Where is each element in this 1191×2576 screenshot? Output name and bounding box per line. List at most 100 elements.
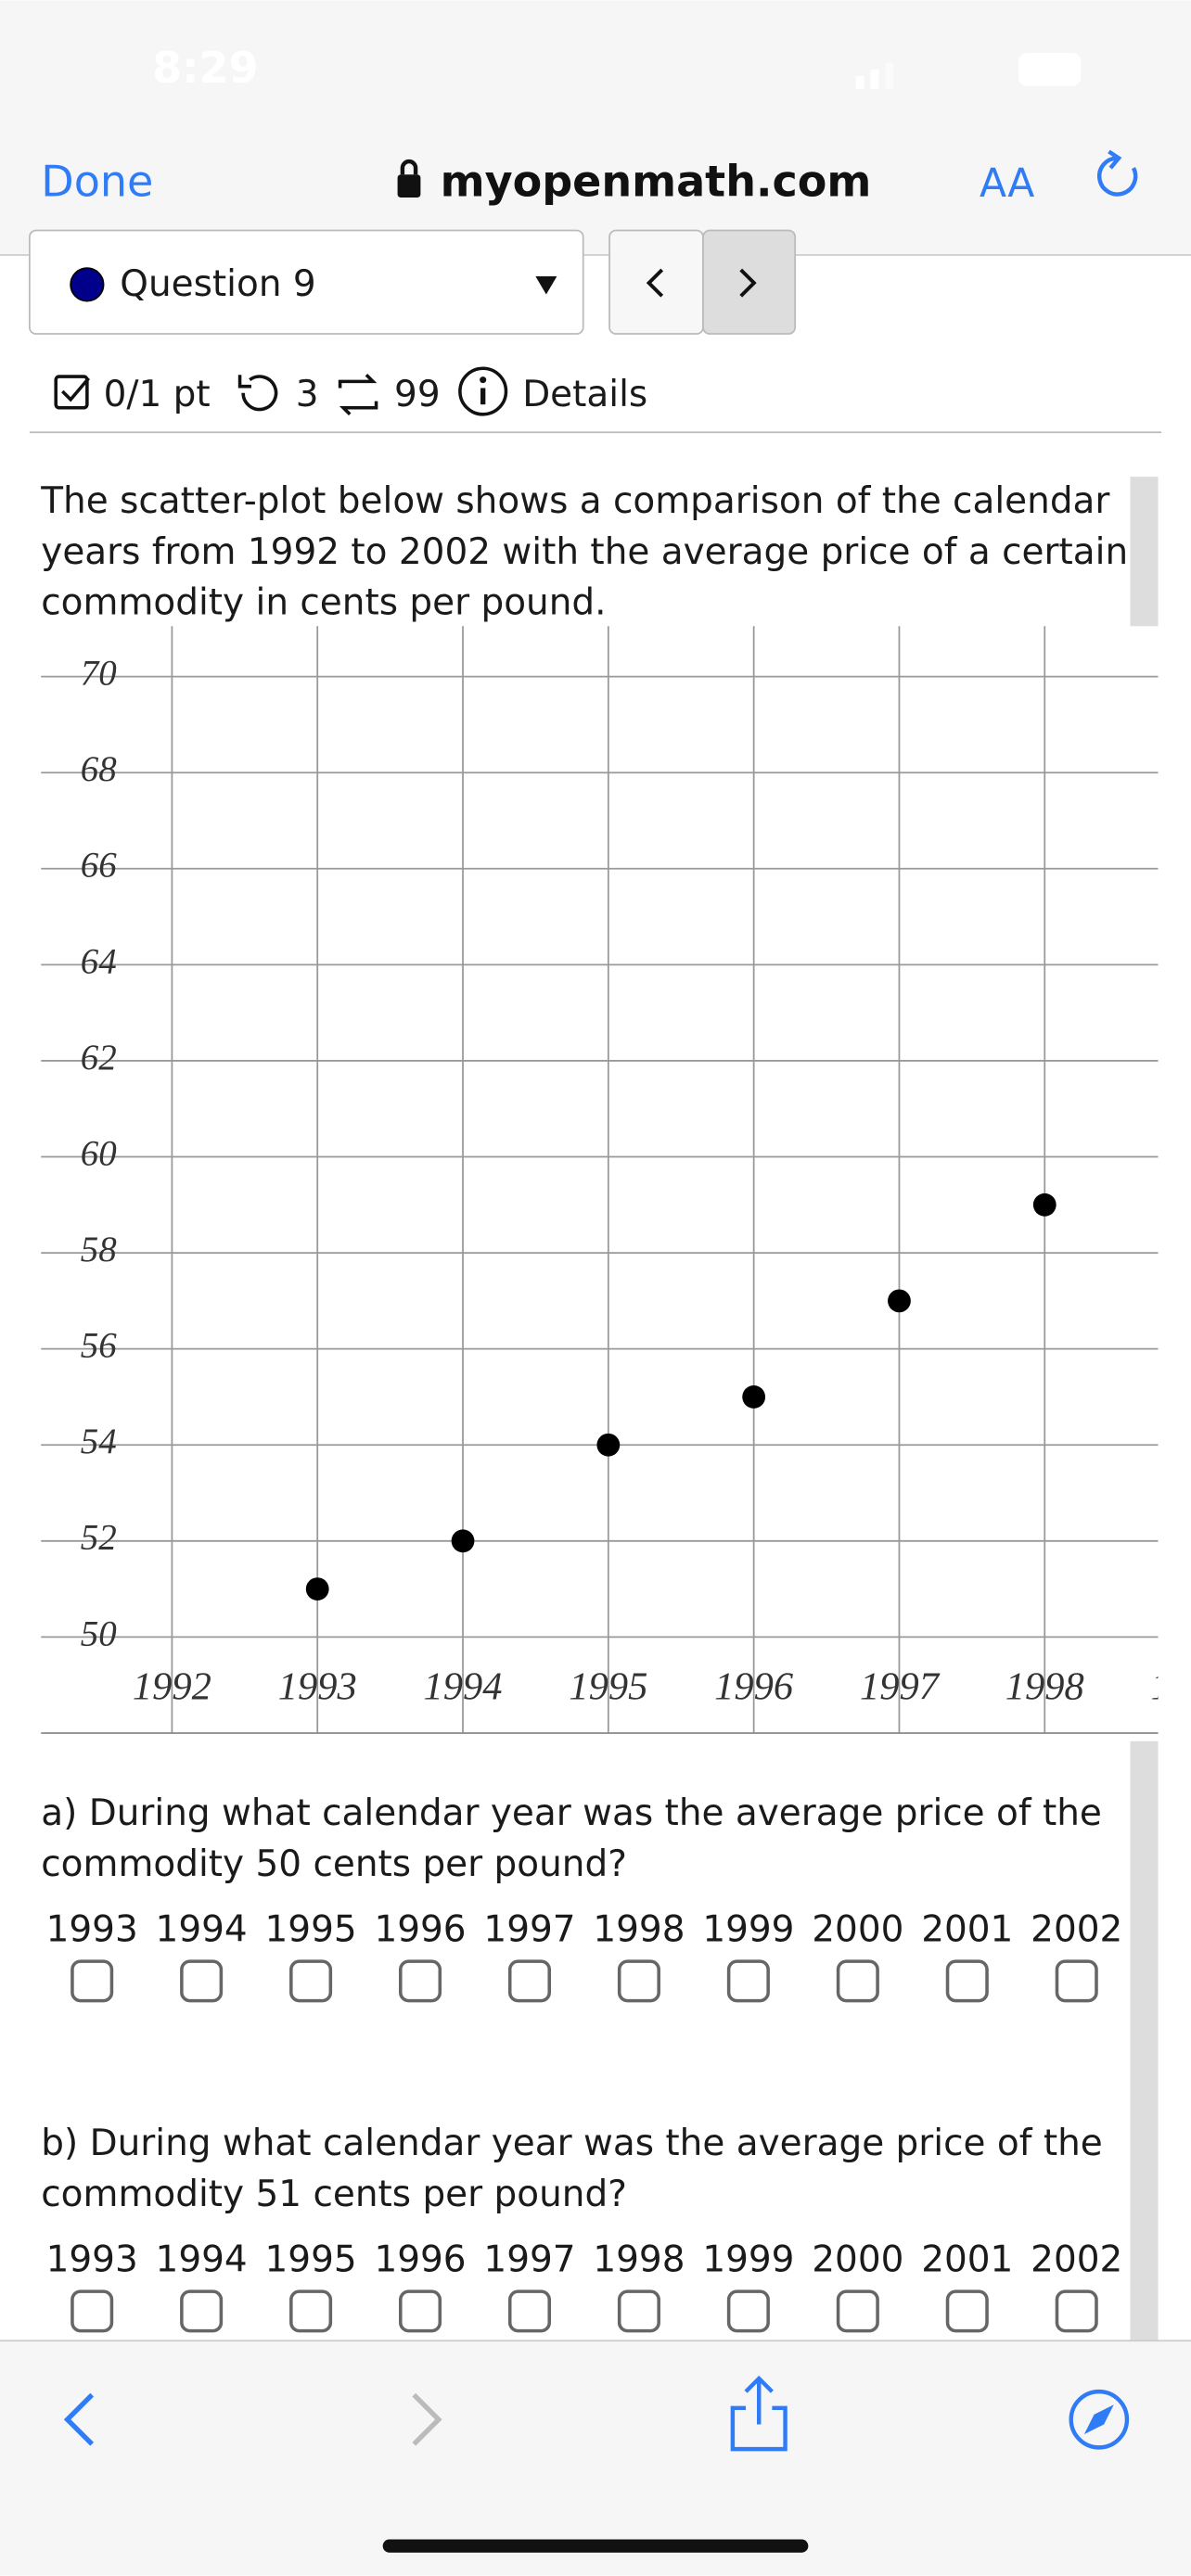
details[interactable]: Details — [522, 374, 647, 415]
back-button[interactable] — [63, 2392, 95, 2446]
option-label: 1993 — [46, 1909, 138, 1951]
option-checkbox[interactable] — [726, 1959, 770, 2003]
data-point — [742, 1385, 766, 1409]
option-label: 2002 — [1031, 1909, 1122, 1951]
part-question: commodity 51 cents per pound? — [41, 2174, 627, 2215]
option-checkbox[interactable] — [836, 2289, 879, 2333]
nav-arrows — [646, 268, 757, 298]
option-checkbox[interactable] — [399, 2289, 442, 2333]
x-tick-label: 1992 — [133, 1665, 211, 1709]
option-checkbox[interactable] — [945, 1959, 989, 2003]
option-checkbox[interactable] — [289, 2289, 333, 2333]
data-point — [596, 1433, 621, 1457]
option-label: 2000 — [812, 2239, 903, 2281]
option-checkbox[interactable] — [836, 1959, 879, 2003]
home-indicator — [382, 2539, 809, 2553]
option-checkbox[interactable] — [507, 1959, 552, 2003]
option-label: 2000 — [812, 1909, 903, 1951]
done-button[interactable]: Done — [41, 156, 153, 206]
option-checkbox[interactable] — [399, 1959, 442, 2003]
option-label: 1994 — [156, 2239, 248, 2281]
x-tick-label: 1996 — [714, 1665, 794, 1709]
x-tick-label: 1995 — [569, 1665, 647, 1709]
compass-needle — [1083, 2404, 1114, 2435]
option-checkbox[interactable] — [1055, 2289, 1098, 2333]
url[interactable]: myopenmath.com — [441, 156, 872, 206]
intro-line: years from 1992 to 2002 with the average… — [41, 531, 1128, 573]
intro-line: The scatter-plot below shows a compariso… — [40, 480, 1110, 522]
option-label: 1995 — [265, 1909, 357, 1951]
data-point — [888, 1289, 911, 1313]
toolbar — [0, 2340, 1191, 2576]
dropdown-arrow — [535, 276, 557, 295]
y-tick-label: 64 — [81, 941, 117, 981]
option-checkbox[interactable] — [180, 1959, 224, 2003]
x-tick-label: 1997 — [860, 1665, 941, 1709]
y-tick-label: 66 — [81, 846, 117, 886]
safari-button[interactable] — [1069, 2389, 1130, 2450]
retries: 3 — [296, 374, 319, 415]
x-tick-label: 1993 — [278, 1665, 357, 1709]
option-label: 1994 — [156, 1909, 248, 1951]
scrollbar — [1130, 477, 1159, 627]
y-tick-label: 60 — [81, 1133, 117, 1173]
scatter-chart: 50 52 54 56 58 60 62 64 66 68 70 1992 1993 1994 1995 19… — [41, 626, 1191, 1733]
option-checkbox[interactable] — [1055, 1959, 1098, 2003]
retry-icon — [237, 375, 278, 412]
option-checkbox[interactable] — [617, 1959, 660, 2003]
option-label: 1996 — [374, 2239, 466, 2281]
y-tick-label: 58 — [81, 1230, 117, 1269]
time: 8:29 — [152, 43, 259, 93]
option-label: 2001 — [921, 1909, 1013, 1951]
plot-area: 50 52 54 56 58 60 62 64 66 68 70 1992 1993 1994 1995 19… — [41, 626, 1191, 1733]
option-checkbox[interactable] — [180, 2289, 224, 2333]
x-tick-label: 1994 — [424, 1665, 503, 1709]
option-label: 2002 — [1031, 2239, 1122, 2281]
option-label: 1997 — [483, 2239, 575, 2281]
option-checkbox[interactable] — [70, 2289, 114, 2333]
data-point — [1032, 1192, 1057, 1217]
attempts: 99 — [394, 374, 441, 415]
y-tick-label: 68 — [81, 749, 117, 789]
part-question: commodity 50 cents per pound? — [41, 1843, 627, 1885]
scrollbar — [1130, 1741, 1159, 2341]
question-label: Question 9 — [120, 263, 315, 305]
option-checkbox[interactable] — [289, 1959, 333, 2003]
option-label: 1998 — [593, 2239, 685, 2281]
next-question[interactable] — [702, 229, 797, 335]
check — [61, 376, 90, 402]
option-checkbox[interactable] — [70, 1959, 114, 2003]
option-label: 1997 — [483, 1909, 575, 1951]
prev-question[interactable] — [608, 229, 704, 335]
share-button[interactable] — [730, 2375, 788, 2452]
x-tick-label: 1999 — [1151, 1665, 1191, 1709]
attempts-icon — [338, 374, 378, 416]
question-select[interactable] — [28, 229, 584, 335]
status-dot — [70, 267, 105, 302]
y-tick-label: 52 — [81, 1518, 117, 1558]
y-tick-label: 54 — [81, 1422, 117, 1461]
y-tick-label: 56 — [81, 1326, 117, 1366]
option-checkbox[interactable] — [617, 2289, 660, 2333]
reload-button[interactable] — [1097, 156, 1138, 197]
text-size-button[interactable]: AA — [980, 161, 1034, 207]
info-icon[interactable] — [458, 366, 508, 416]
reload-arrow — [1108, 149, 1122, 170]
option-checkbox[interactable] — [726, 2289, 770, 2333]
lock-shackle — [400, 159, 418, 175]
lock-icon — [397, 174, 421, 198]
info-i — [480, 388, 486, 405]
option-label: 1998 — [593, 1909, 685, 1951]
option-checkbox[interactable] — [945, 2289, 989, 2333]
option-checkbox[interactable] — [507, 2289, 552, 2333]
intro-line: commodity in cents per pound. — [41, 582, 606, 624]
data-point — [451, 1529, 475, 1553]
option-label: 1999 — [702, 2239, 794, 2281]
data-point — [305, 1577, 329, 1600]
x-tick-label: 1998 — [1005, 1665, 1084, 1709]
option-label: 1999 — [702, 1909, 794, 1951]
forward-button[interactable] — [412, 2392, 442, 2446]
option-label: 2001 — [921, 2239, 1013, 2281]
